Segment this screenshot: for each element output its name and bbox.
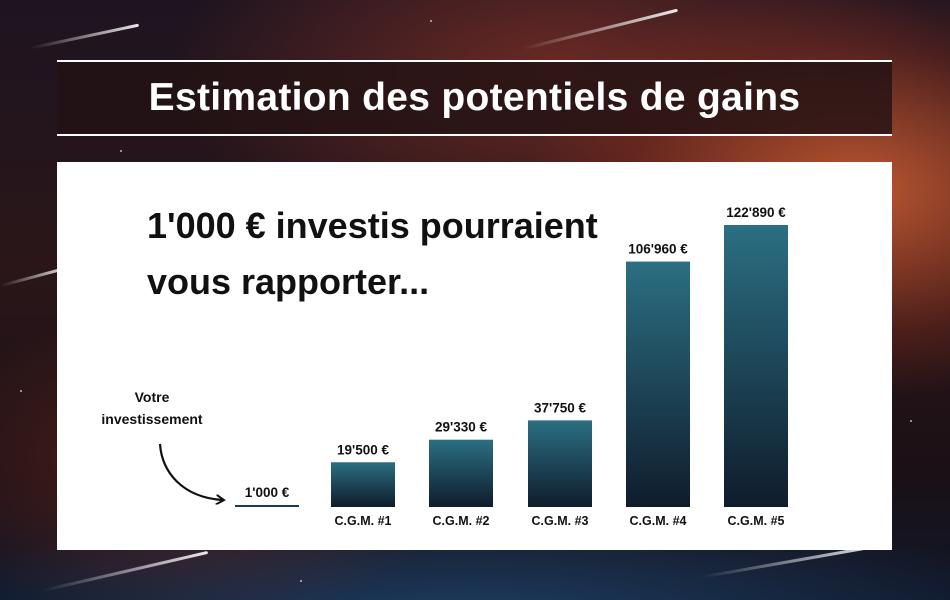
meteor-streak: [41, 550, 209, 593]
title-bar: Estimation des potentiels de gains: [57, 60, 892, 136]
value-label: 122'890 €: [726, 205, 786, 220]
category-label: C.G.M. #5: [728, 514, 785, 528]
page-title: Estimation des potentiels de gains: [148, 76, 801, 119]
headline-line-2: vous rapporter...: [147, 261, 430, 302]
headline-line-1: 1'000 € investis pourraient: [147, 205, 598, 246]
value-label: 19'500 €: [337, 442, 390, 457]
investment-annotation: Votre investissement: [97, 386, 207, 430]
headline: 1'000 € investis pourraient vous rapport…: [147, 198, 667, 310]
category-label: C.G.M. #3: [532, 514, 589, 528]
bar-4: [626, 261, 690, 507]
meteor-streak: [522, 8, 678, 51]
annotation-line-1: Votre: [134, 389, 170, 405]
star: [910, 420, 912, 422]
star: [120, 150, 122, 152]
value-label: 29'330 €: [435, 420, 488, 435]
annotation-line-2: investissement: [101, 411, 203, 427]
star: [20, 390, 22, 392]
bar-chart: 1'000 € 19'500 € C.G.M. #1 29'330 € C.G.M. #…: [158, 205, 788, 528]
meteor-streak: [30, 23, 140, 50]
category-label: C.G.M. #2: [433, 514, 490, 528]
star: [300, 580, 302, 582]
category-label: C.G.M. #1: [335, 514, 392, 528]
star: [430, 20, 432, 22]
bar-2: [429, 439, 493, 507]
chart-panel: 1'000 € investis pourraient vous rapport…: [57, 162, 892, 550]
category-label: C.G.M. #4: [630, 514, 687, 528]
annotation-arrow-icon: [158, 443, 222, 500]
value-label: 106'960 €: [628, 242, 688, 257]
bar-1: [331, 462, 395, 507]
bar-investment: [235, 505, 299, 507]
bar-5: [724, 225, 788, 507]
bar-3: [528, 420, 592, 507]
value-label: 37'750 €: [534, 400, 587, 415]
value-label: 1'000 €: [245, 485, 290, 500]
